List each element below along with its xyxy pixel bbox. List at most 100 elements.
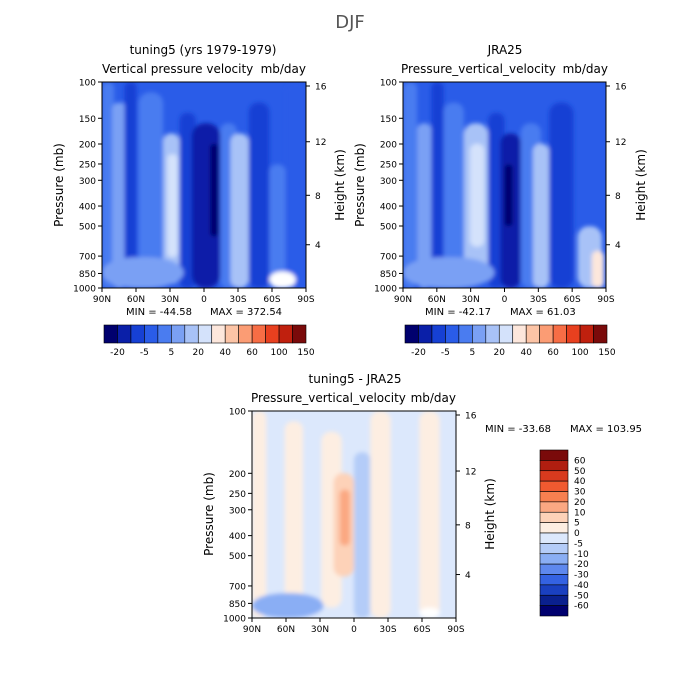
contour-band xyxy=(431,82,444,288)
colorbar-label: 20 xyxy=(193,348,205,358)
pressure-axis: 100 150 200 250 300 400 500 700 850 1000 xyxy=(73,79,102,295)
colorbar-label: 5 xyxy=(469,348,475,358)
colorbar-box xyxy=(431,324,446,344)
contour-band xyxy=(303,411,322,618)
contour-band xyxy=(443,102,464,288)
y-axis-label: Pressure (mb) xyxy=(52,143,66,227)
colorbar-box xyxy=(539,553,569,565)
colorbar-box xyxy=(445,324,460,344)
colorbar-box xyxy=(171,324,186,344)
colorbar-box xyxy=(539,460,569,472)
y-tick-label: 100 xyxy=(79,79,96,89)
contour-band xyxy=(390,411,420,618)
contour-band xyxy=(268,411,285,618)
colorbar-box xyxy=(539,563,569,575)
right-tick-label: 8 xyxy=(615,192,621,202)
colorbar-box xyxy=(458,324,473,344)
x-tick-label: 90S xyxy=(597,295,614,305)
colorbar-label: 60 xyxy=(547,348,559,358)
x-tick-label: 30S xyxy=(530,295,547,305)
max-label: MAX = 61.03 xyxy=(510,307,576,318)
x-tick-label: 30N xyxy=(462,295,480,305)
min-label: MIN = -42.17 xyxy=(425,307,491,318)
x-tick-label: 90S xyxy=(447,625,464,635)
contour-band xyxy=(488,112,505,288)
y-tick-label: 500 xyxy=(229,552,246,562)
x-tick-label: 90S xyxy=(297,295,314,305)
contour-band xyxy=(403,82,418,288)
y-tick-label: 100 xyxy=(229,408,246,418)
panel-subtitle-right: mb/day xyxy=(261,62,306,76)
colorbar-box xyxy=(418,324,433,344)
colorbar-box xyxy=(539,543,569,555)
right-tick-label: 4 xyxy=(465,571,471,581)
panel-subtitle-left: Pressure_vertical_velocity xyxy=(401,62,556,76)
panel-subtitle-left: Vertical pressure velocity xyxy=(102,62,253,76)
colorbar-box xyxy=(184,324,199,344)
colorbar-label: 20 xyxy=(574,498,586,508)
x-tick-label: 60S xyxy=(564,295,581,305)
colorbar-box xyxy=(103,324,118,344)
right-tick-label: 8 xyxy=(315,192,321,202)
panel-difference: tuning5 - JRA25 Pressure_vertical_veloci… xyxy=(202,372,642,635)
y-tick-label: 250 xyxy=(380,160,397,170)
colorbar-label: 150 xyxy=(297,348,314,358)
colorbar-box xyxy=(238,324,253,344)
min-label: MIN = -33.68 xyxy=(485,424,551,435)
contour-band xyxy=(339,489,350,546)
x-tick-label: 90N xyxy=(93,295,111,305)
colorbar-box xyxy=(539,480,569,492)
colorbar-label: 60 xyxy=(574,456,586,466)
y-tick-label: 300 xyxy=(229,506,246,516)
colorbar-box xyxy=(525,324,540,344)
colorbar-label: 100 xyxy=(270,348,287,358)
y-tick-label: 300 xyxy=(380,177,397,187)
y-tick-label: 400 xyxy=(229,532,246,542)
x-tick-label: 30N xyxy=(161,295,179,305)
y-tick-label: 700 xyxy=(79,253,96,263)
max-label: MAX = 372.54 xyxy=(210,307,282,318)
contour-band xyxy=(102,257,184,288)
colorbar-box xyxy=(539,574,569,586)
colorbar-label: 40 xyxy=(219,348,231,358)
right-tick-label: 16 xyxy=(465,412,477,422)
colorbar-box xyxy=(512,324,527,344)
contour-band xyxy=(102,82,115,288)
x-tick-label: 60S xyxy=(263,295,280,305)
y-tick-label: 500 xyxy=(380,222,397,232)
y-tick-label: 200 xyxy=(380,141,397,151)
y-tick-label: 150 xyxy=(79,115,96,125)
contour-band xyxy=(284,421,303,608)
colorbar-label: 60 xyxy=(246,348,258,358)
x-tick-label: 60N xyxy=(277,625,295,635)
contour-band xyxy=(179,112,196,288)
y-tick-label: 1000 xyxy=(374,285,397,295)
colorbar-box xyxy=(157,324,172,344)
colorbar-box xyxy=(130,324,145,344)
latitude-axis: 90N 60N 30N 0 30S 60S 90S xyxy=(394,288,615,305)
colorbar-box xyxy=(539,324,554,344)
max-label: MAX = 103.95 xyxy=(570,424,642,435)
contour-band xyxy=(504,164,513,227)
y-tick-label: 850 xyxy=(229,600,246,610)
y-tick-label: 1000 xyxy=(73,285,96,295)
colorbar-label: -5 xyxy=(574,539,583,549)
colorbar-box xyxy=(117,324,132,344)
right-tick-label: 4 xyxy=(315,241,321,251)
height-axis: 16 12 8 4 xyxy=(456,412,477,581)
contour-band xyxy=(549,102,574,288)
contour-band xyxy=(230,133,249,288)
pressure-axis: 100 150 200 250 300 400 500 700 850 1000 xyxy=(374,79,403,295)
y-tick-label: 100 xyxy=(380,79,397,89)
contour-band xyxy=(167,154,178,258)
colorbar-label: -10 xyxy=(574,550,589,560)
y-tick-label: 850 xyxy=(79,270,96,280)
x-tick-label: 30N xyxy=(311,625,329,635)
field-layers xyxy=(102,82,306,288)
figure-title: DJF xyxy=(335,12,365,33)
colorbar-label: 100 xyxy=(571,348,588,358)
colorbar-box xyxy=(539,449,569,461)
contour-band xyxy=(269,164,286,288)
